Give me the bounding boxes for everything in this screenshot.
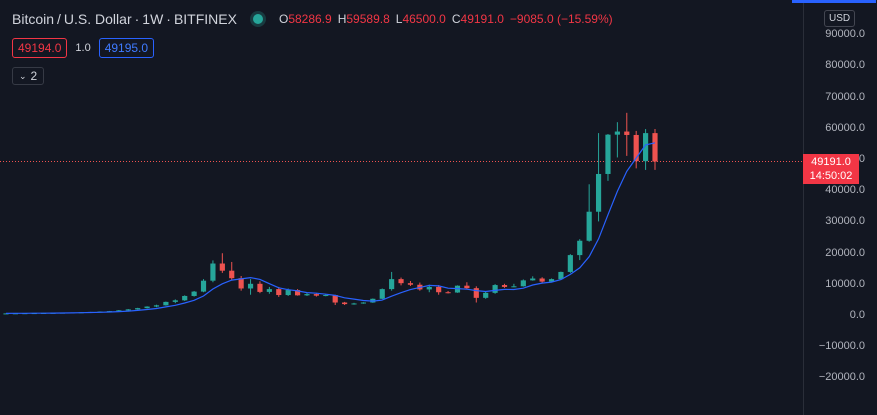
candle [614, 122, 620, 158]
candle [567, 254, 573, 273]
candle [191, 290, 197, 297]
candle [436, 285, 442, 295]
candle [144, 306, 150, 309]
candle [229, 261, 235, 281]
price-tick-label: 90000.0 [825, 28, 865, 41]
candle [605, 134, 611, 181]
candle [276, 286, 282, 297]
candle [539, 277, 545, 284]
candle [464, 282, 470, 289]
candle [247, 279, 254, 295]
price-tick-label: −20000.0 [818, 371, 865, 384]
symbol-separator: / [57, 11, 61, 27]
candle [210, 260, 216, 283]
candle [586, 184, 592, 242]
candle [332, 294, 338, 306]
ohlc-high: H59589.8 [337, 12, 390, 26]
top-highlight-strip [792, 0, 876, 3]
symbol-name[interactable]: Bitcoin [12, 11, 55, 27]
price-tick-label: 20000.0 [825, 246, 865, 259]
chart-area[interactable] [0, 0, 803, 415]
buy-price-button[interactable]: 49195.0 [98, 38, 155, 58]
candle [125, 309, 131, 311]
indicators-toggle-button[interactable]: ⌄ 2 [12, 67, 45, 85]
candle [473, 286, 479, 303]
price-tick-label: 80000.0 [825, 59, 865, 72]
exchange-separator: · [166, 11, 171, 27]
candle [595, 133, 602, 222]
price-tick-label: 40000.0 [825, 184, 865, 197]
candle [389, 271, 395, 291]
candle [379, 288, 385, 300]
currency-button[interactable]: USD [824, 10, 856, 27]
candle [342, 301, 348, 306]
price-tick-label: −10000.0 [818, 340, 865, 353]
price-tick-label: 0.0 [849, 309, 865, 321]
candle [577, 239, 583, 261]
candle [294, 289, 301, 296]
candle [501, 283, 508, 288]
candle [313, 293, 319, 297]
candle [398, 277, 404, 286]
candle [633, 130, 639, 169]
candle [219, 253, 225, 273]
last-price-label: 49191.0 14:50:02 [803, 154, 859, 184]
candle [530, 276, 536, 281]
candle [624, 112, 630, 156]
candle [483, 291, 489, 299]
candle [445, 290, 451, 294]
symbol-header: Bitcoin / U.S. Dollar · 1W · BITFINEX O5… [12, 11, 613, 27]
price-tick-label: 10000.0 [825, 277, 865, 290]
price-tick-label: 30000.0 [825, 215, 865, 228]
price-change: −9085.0 (−15.59%) [509, 12, 613, 26]
price-tick-label: 60000.0 [825, 121, 865, 134]
candle [492, 284, 498, 294]
candle [257, 281, 263, 294]
candle [266, 286, 272, 294]
candle [153, 304, 160, 308]
sell-price-button[interactable]: 49194.0 [12, 38, 68, 58]
candle [351, 302, 357, 305]
interval-separator: · [134, 11, 140, 27]
candle [407, 280, 414, 286]
quote-row: 49194.0 1.0 49195.0 [12, 38, 155, 58]
market-status-dot-icon[interactable] [252, 14, 263, 24]
price-scale[interactable]: USD 90000.080000.070000.060000.050000.04… [792, 0, 877, 415]
price-chart[interactable] [0, 0, 803, 415]
chevron-down-icon: ⌄ [19, 70, 27, 81]
candle [135, 307, 141, 310]
ohlc-close: C49191.0 [451, 12, 504, 26]
indicator-count: 2 [30, 69, 38, 83]
ohlc-low: L46500.0 [395, 12, 446, 26]
quote-currency[interactable]: U.S. Dollar [63, 11, 132, 27]
candle [172, 299, 178, 304]
ohlc-open: O58286.9 [278, 12, 332, 26]
candle [520, 279, 526, 287]
price-tick-label: 70000.0 [825, 90, 865, 103]
spread-value: 1.0 [75, 42, 91, 54]
candle [182, 295, 188, 301]
candle [643, 129, 649, 170]
bar-countdown: 14:50:02 [809, 170, 853, 182]
last-price-value: 49191.0 [811, 156, 851, 168]
candle [163, 301, 169, 306]
candle [558, 271, 564, 280]
candle [360, 302, 367, 304]
interval-label[interactable]: 1W [142, 11, 164, 27]
candle [652, 129, 658, 170]
candle [511, 283, 517, 288]
candle [200, 279, 207, 293]
moving-average-line [5, 142, 656, 314]
exchange-label[interactable]: BITFINEX [173, 11, 237, 27]
